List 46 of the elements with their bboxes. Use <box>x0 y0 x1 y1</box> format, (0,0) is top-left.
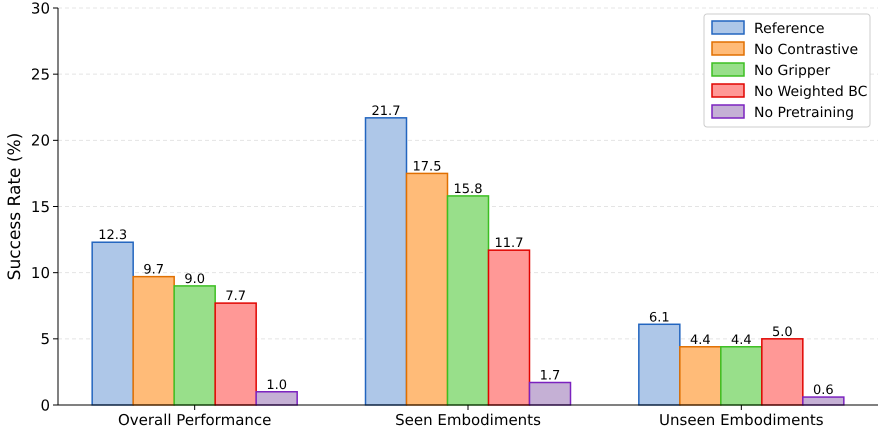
bar <box>446 195 490 406</box>
y-tick-label: 5 <box>40 330 50 348</box>
data-label: 9.7 <box>143 262 164 278</box>
data-label: 0.6 <box>812 383 834 398</box>
y-tick-label: 30 <box>30 0 50 18</box>
y-tick-label: 20 <box>30 132 50 150</box>
data-label: 1.7 <box>540 368 560 384</box>
bar <box>173 285 216 406</box>
y-tick-label: 15 <box>30 198 50 216</box>
x-tick-label: Overall Performance <box>118 411 272 429</box>
data-label: 11.7 <box>494 236 524 252</box>
bar <box>255 391 298 406</box>
bar <box>679 346 722 406</box>
legend-label: No Gripper <box>754 62 830 79</box>
legend-label: No Contrastive <box>754 42 858 58</box>
legend-label: No Weighted BC <box>754 84 868 100</box>
bar <box>406 172 448 406</box>
bar <box>132 276 175 406</box>
bar <box>761 338 804 406</box>
bar <box>638 324 681 406</box>
data-label: 9.0 <box>184 272 206 287</box>
y-tick-label: 10 <box>30 264 50 282</box>
data-label: 4.4 <box>690 332 711 348</box>
bar <box>364 117 408 406</box>
bar <box>214 302 257 406</box>
legend-label: No Pretraining <box>754 104 854 121</box>
x-tick-label: Unseen Embodiments <box>659 411 824 429</box>
bar <box>528 382 572 406</box>
legend-label: Reference <box>754 20 824 37</box>
data-label: 7.7 <box>225 289 246 304</box>
data-label: 6.1 <box>648 310 670 326</box>
bar <box>720 346 763 406</box>
data-label: 21.7 <box>372 104 400 119</box>
bar <box>802 396 845 406</box>
bar <box>488 249 530 406</box>
y-tick-label: 0 <box>40 396 50 414</box>
data-label: 4.4 <box>730 332 752 348</box>
x-tick-label: Seen Embodiments <box>395 411 542 429</box>
data-label: 12.3 <box>98 228 128 244</box>
data-label: 17.5 <box>412 159 442 174</box>
data-label: 5.0 <box>772 324 793 340</box>
y-tick-label: 25 <box>30 65 50 84</box>
bar <box>91 241 134 406</box>
y-axis-title: Success Rate (%) <box>5 132 25 280</box>
data-label: 1.0 <box>266 378 288 393</box>
data-label: 15.8 <box>454 182 482 197</box>
